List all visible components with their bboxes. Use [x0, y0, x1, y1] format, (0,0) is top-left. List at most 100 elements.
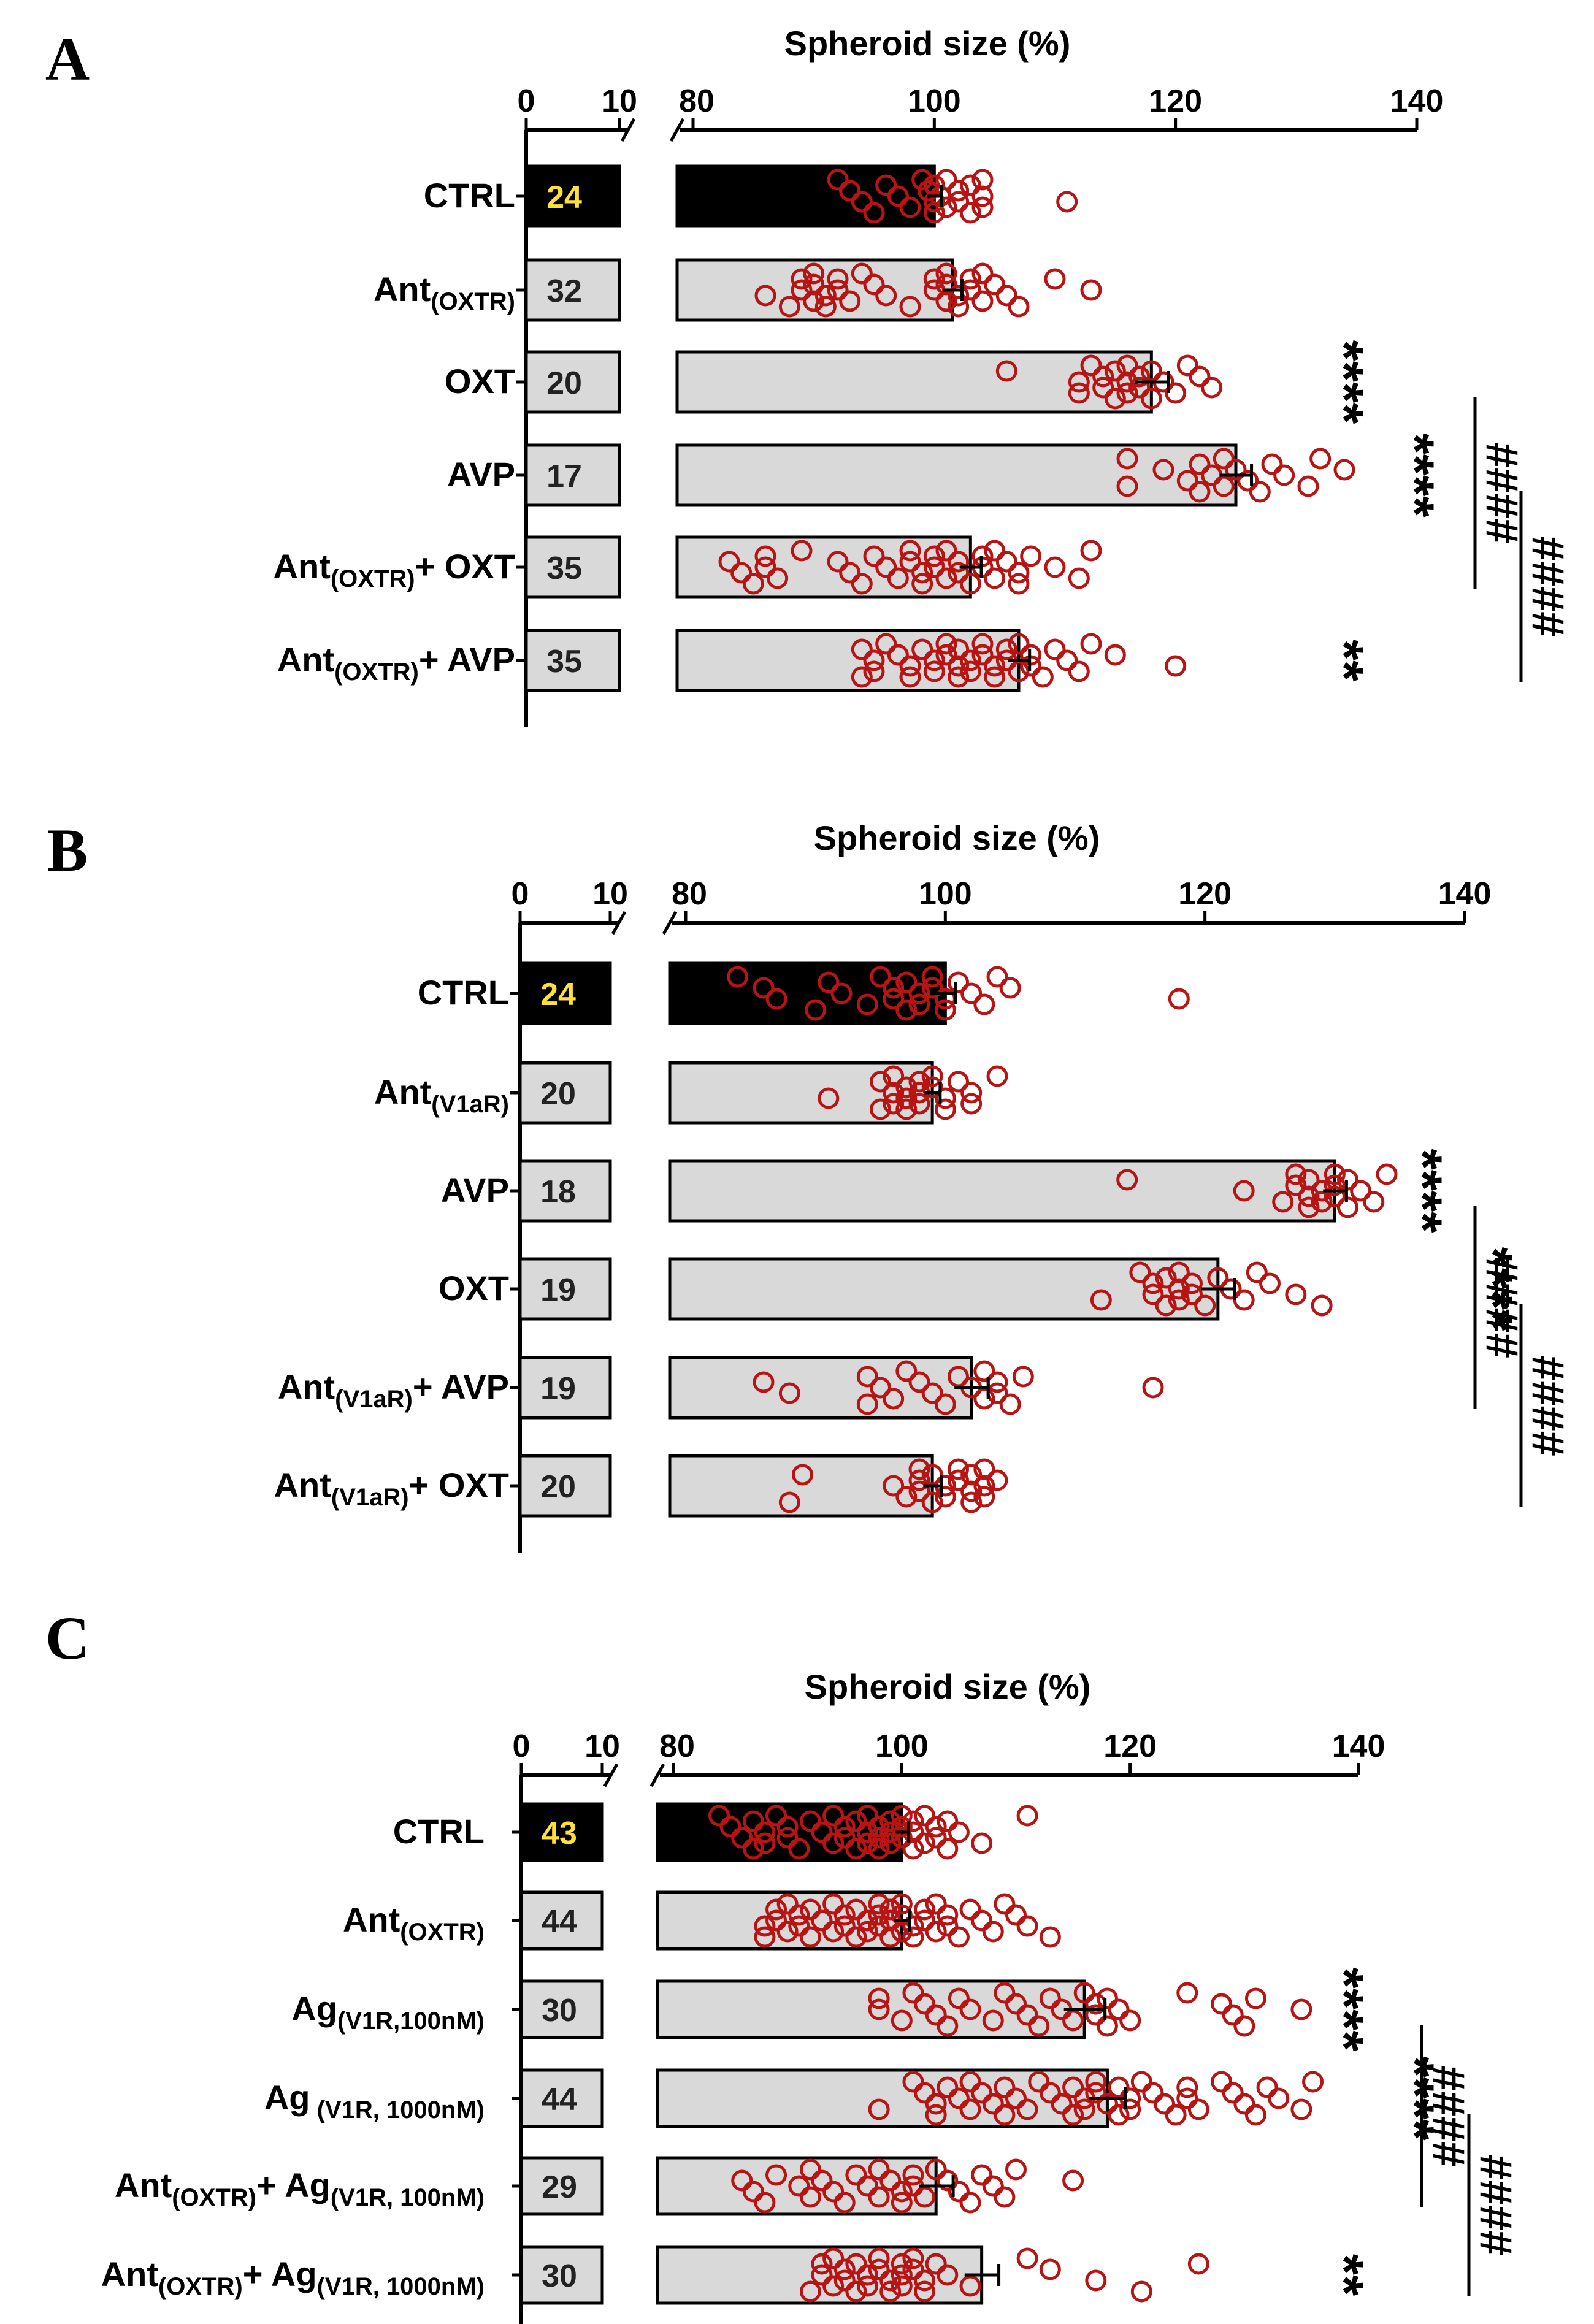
data-point [1085, 2082, 1107, 2104]
x-tick-label: 0 [518, 83, 535, 119]
data-point [899, 666, 921, 688]
data-point [1016, 1915, 1038, 1937]
data-point [960, 1480, 983, 1502]
data-point [811, 2253, 833, 2275]
x-axis-title: Spheroid size (%) [784, 24, 1071, 63]
category-label: CTRL [393, 1812, 485, 1851]
data-point [984, 655, 1006, 677]
x-tick-label: 80 [679, 83, 715, 119]
data-point [1008, 573, 1030, 595]
data-point [851, 262, 873, 285]
data-point [851, 666, 873, 688]
data-point [856, 1393, 878, 1415]
x-tick-label: 10 [592, 876, 628, 912]
data-point [1273, 464, 1295, 486]
data-point [1080, 540, 1102, 562]
data-point [971, 2164, 993, 2186]
bar-segment [518, 961, 612, 1025]
data-point [851, 191, 873, 213]
bar-segment [519, 2245, 604, 2305]
data-point [973, 993, 995, 1015]
data-point [1249, 481, 1271, 503]
data-point [1092, 377, 1114, 399]
significance-stars: **** [1314, 340, 1375, 425]
data-point [925, 1893, 947, 1915]
data-point [1285, 1163, 1307, 1185]
data-point [925, 2004, 947, 2026]
data-point [1044, 556, 1066, 578]
data-point [948, 1926, 970, 1948]
x-tick-label: 120 [1149, 83, 1202, 119]
data-point [1256, 2076, 1278, 2098]
data-point [902, 1838, 924, 1860]
axis-break-mark [603, 1763, 619, 1787]
data-point [937, 1915, 959, 1937]
data-point [830, 982, 853, 1004]
data-point [851, 638, 873, 660]
category-label: Ant(OXTR)+ Ag(V1R, 100nM) [115, 2166, 485, 2211]
data-point [937, 2076, 959, 2098]
data-point [731, 1827, 753, 1849]
data-point [959, 1998, 981, 2020]
data-point [765, 1805, 787, 1827]
data-point [868, 1893, 890, 1915]
data-point [875, 285, 897, 307]
data-point [1116, 448, 1138, 470]
x-tick-label: 100 [908, 83, 961, 119]
n-count-label: 20 [540, 1076, 576, 1112]
x-tick-label: 120 [1178, 876, 1232, 912]
data-point [887, 567, 909, 589]
data-point [908, 982, 930, 1004]
n-count-label: 32 [546, 273, 582, 309]
data-point [1298, 1169, 1320, 1191]
data-point [971, 262, 994, 285]
data-point [902, 1926, 924, 1948]
data-point [754, 545, 776, 567]
data-point [754, 1915, 776, 1937]
data-point [925, 2253, 947, 2275]
data-point [1259, 1272, 1281, 1294]
data-point [923, 174, 945, 196]
bar-segment [518, 1257, 612, 1321]
data-point [911, 573, 933, 595]
data-point [883, 1093, 905, 1115]
data-point [908, 1458, 930, 1480]
data-point [1211, 2071, 1233, 2093]
data-point [1152, 459, 1174, 481]
data-point [971, 196, 994, 218]
data-point [1181, 1272, 1203, 1294]
n-count-label: 24 [540, 977, 576, 1012]
data-point [799, 1810, 821, 1832]
data-point [911, 562, 933, 584]
data-point [883, 988, 905, 1010]
data-point [833, 1827, 856, 1849]
data-point [863, 545, 885, 567]
bar-segment [524, 164, 621, 228]
data-point [948, 180, 970, 202]
data-point [742, 1838, 764, 1860]
data-point [708, 1805, 730, 1827]
data-point [870, 966, 891, 988]
data-point [899, 296, 921, 318]
data-point [994, 1893, 1016, 1915]
data-point [948, 655, 970, 677]
data-point [851, 573, 873, 595]
data-point [948, 1071, 969, 1093]
data-point [776, 1816, 799, 1838]
data-point [1073, 2098, 1095, 2120]
data-point [1168, 988, 1190, 1010]
x-tick-label: 10 [602, 83, 637, 119]
data-point [1302, 2071, 1324, 2093]
data-point [937, 1810, 959, 1832]
data-point [845, 2280, 867, 2303]
data-point [995, 551, 1017, 573]
data-point [1028, 2015, 1050, 2037]
n-count-label: 35 [546, 644, 582, 679]
data-point [822, 1893, 845, 1915]
data-point [914, 2269, 936, 2292]
data-point [948, 971, 969, 993]
data-point [845, 2164, 867, 2186]
data-point [1092, 365, 1114, 388]
data-point [973, 1475, 995, 1497]
data-point [934, 999, 956, 1021]
